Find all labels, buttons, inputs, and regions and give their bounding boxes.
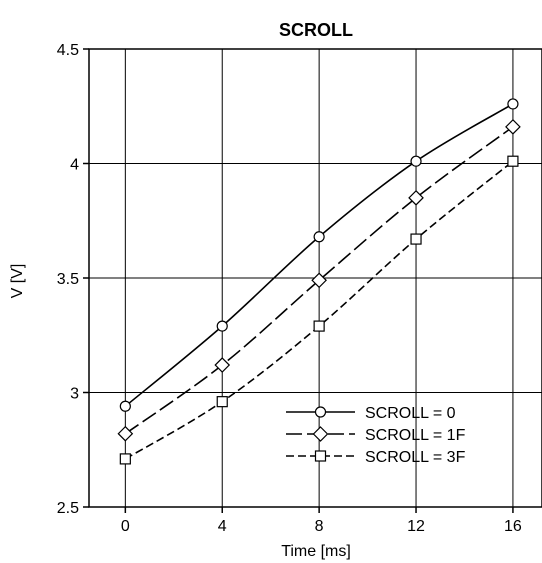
x-tick-label: 0 [121, 518, 130, 535]
y-tick-label: 3 [70, 386, 79, 403]
legend-marker-1 [314, 406, 327, 418]
legend-marker-2 [312, 426, 329, 442]
legend-label-2: SCROLL = 1F [365, 427, 466, 444]
data-point [119, 453, 131, 465]
tick-labels: 0 4 8 12 16 2.5 3 3.5 4 4.5 [57, 42, 522, 535]
series-markers [117, 98, 521, 465]
data-point [214, 357, 231, 373]
data-point [313, 320, 325, 332]
data-point [119, 400, 131, 412]
data-point [313, 231, 325, 243]
data-point [311, 272, 327, 289]
legend-label-1: SCROLL = 0 [365, 405, 456, 422]
data-point [216, 320, 228, 332]
data-point [410, 155, 422, 167]
series-line-2 [124, 126, 514, 435]
legend-marker-3 [314, 450, 327, 462]
legend-label-3: SCROLL = 3F [365, 449, 466, 466]
x-tick-label: 12 [407, 518, 425, 535]
chart-title: SCROLL [279, 20, 353, 40]
x-tick-label: 8 [315, 518, 324, 535]
y-tick-label: 3.5 [57, 271, 79, 288]
x-tick-label: 4 [218, 518, 227, 535]
data-point [410, 233, 422, 245]
y-tick-label: 4 [70, 157, 79, 174]
data-point [408, 190, 424, 206]
y-tick-label: 2.5 [57, 500, 79, 517]
x-axis-label: Time [ms] [281, 543, 351, 560]
data-point [505, 119, 521, 135]
legend: SCROLL = 0 SCROLL = 1F SCROLL = 3F [286, 405, 466, 466]
data-point [507, 98, 519, 110]
data-point [216, 396, 228, 408]
y-tick-label: 4.5 [57, 42, 79, 59]
axis-ticks [83, 48, 514, 513]
y-axis-label: V [V] [9, 264, 26, 299]
data-point [507, 155, 519, 167]
data-point [117, 425, 134, 442]
x-tick-label: 16 [504, 518, 522, 535]
